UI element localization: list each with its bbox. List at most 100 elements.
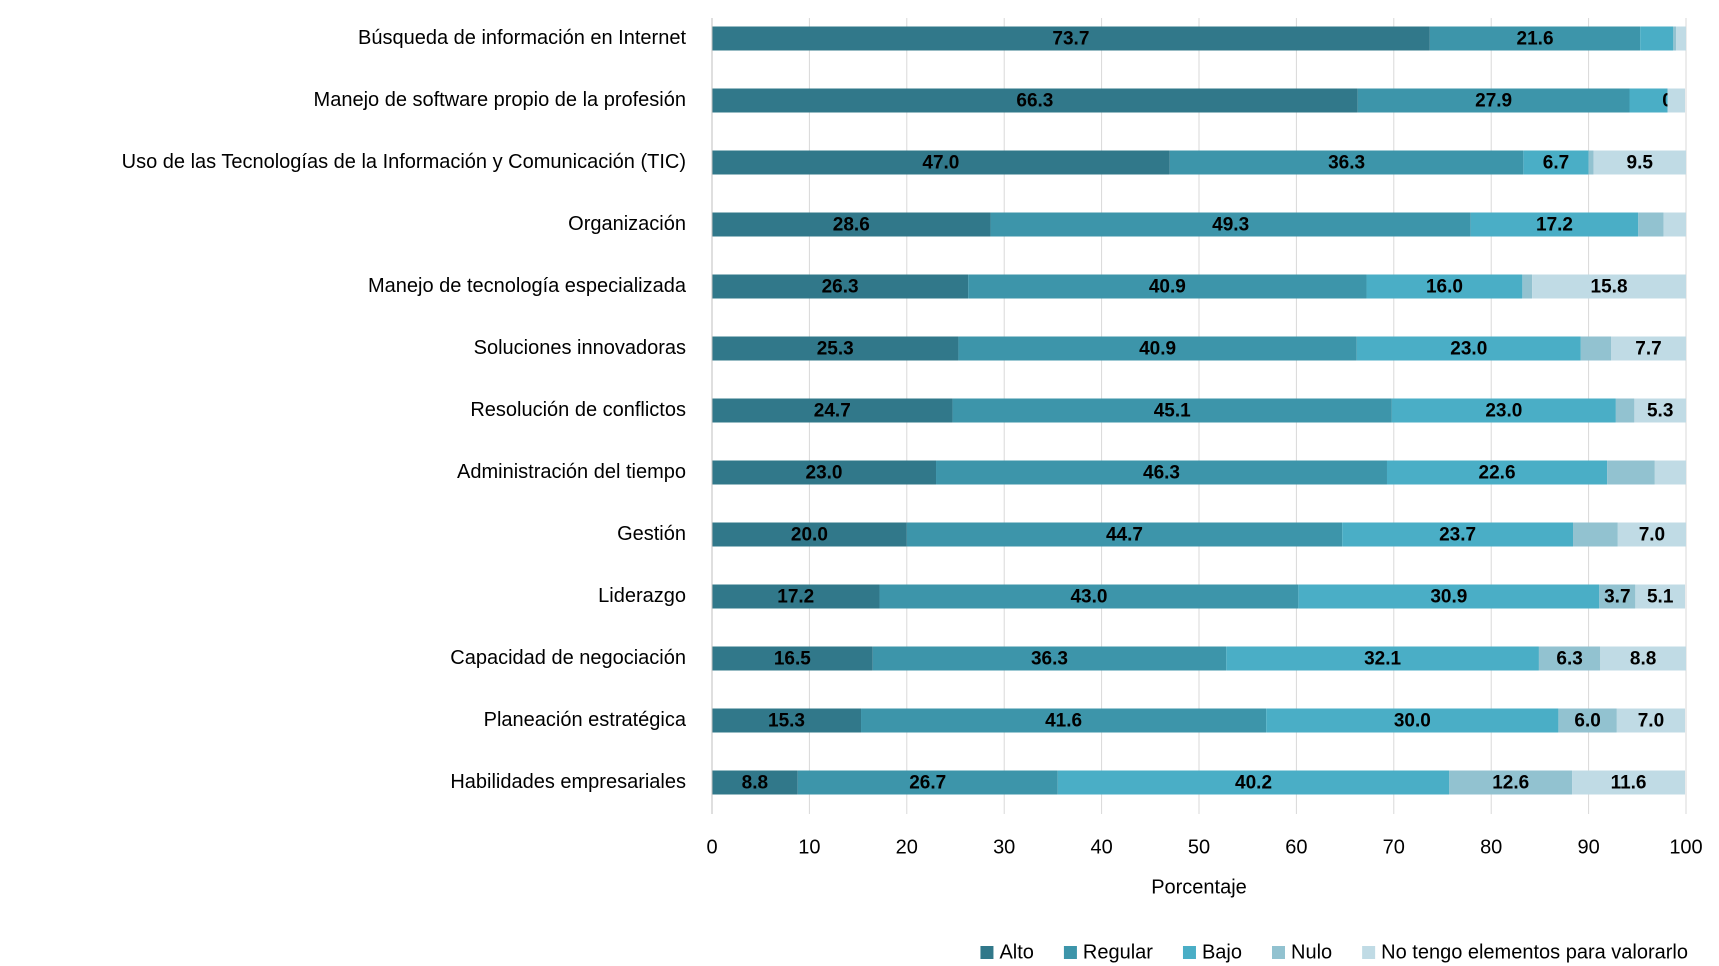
- bar-segment: [712, 26, 1430, 51]
- data-label: 28.6: [833, 215, 870, 236]
- legend-label: No tengo elementos para valorarlo: [1381, 941, 1688, 963]
- bar-segment: [1429, 26, 1641, 51]
- data-label: 23.0: [1450, 339, 1487, 360]
- x-tick-label: 0: [706, 836, 717, 858]
- category-label: Organización: [568, 213, 686, 235]
- data-label: 22.6: [1479, 463, 1516, 484]
- bar-segment: [1572, 770, 1686, 795]
- category-label: Liderazgo: [598, 585, 686, 607]
- bar-segment: [952, 398, 1392, 423]
- bar-segment: [1470, 212, 1639, 237]
- bar-segment: [1611, 336, 1686, 361]
- bar-segment: [1169, 150, 1524, 175]
- category-label: Manejo de software propio de la profesió…: [314, 89, 686, 111]
- bar-segment: [712, 398, 953, 423]
- data-label: 23.7: [1439, 525, 1476, 546]
- data-label: 27.9: [1475, 91, 1512, 112]
- data-label: 73.7: [1052, 29, 1089, 50]
- bar-segment: [1538, 646, 1601, 671]
- x-tick-label: 70: [1383, 836, 1405, 858]
- data-label: 9.5: [1627, 153, 1654, 174]
- category-label: Resolución de conflictos: [470, 399, 686, 421]
- category-label: Manejo de tecnología especializada: [368, 275, 687, 297]
- x-axis-label: Porcentaje: [1151, 876, 1247, 898]
- x-tick-label: 80: [1480, 836, 1502, 858]
- bar-segment: [1599, 584, 1636, 609]
- bar-segment: [712, 460, 937, 485]
- bar-segment: [1634, 398, 1686, 423]
- x-tick-label: 20: [896, 836, 918, 858]
- bar-segment: [1573, 522, 1618, 547]
- bar-segment: [1057, 770, 1450, 795]
- x-tick-label: 100: [1669, 836, 1702, 858]
- x-tick-label: 40: [1090, 836, 1112, 858]
- bar-segment: [958, 336, 1357, 361]
- bar-segment: [1580, 336, 1612, 361]
- data-label: 11.6: [1611, 773, 1647, 794]
- bar-segment: [936, 460, 1387, 485]
- bar-segment: [1673, 26, 1677, 51]
- x-tick-label: 60: [1285, 836, 1307, 858]
- bar-segment: [990, 212, 1471, 237]
- bar-segment: [1640, 26, 1674, 51]
- data-label: 17.2: [1536, 215, 1573, 236]
- data-label: 44.7: [1106, 525, 1143, 546]
- bar-segment: [1386, 460, 1608, 485]
- bar-segment: [1676, 26, 1686, 51]
- bar-segment: [1588, 150, 1594, 175]
- bar-segment: [712, 336, 959, 361]
- bar-segment: [879, 584, 1299, 609]
- legend-label: Nulo: [1291, 941, 1332, 963]
- bar-segment: [1607, 460, 1655, 485]
- bar-segment: [1629, 88, 1668, 113]
- data-label: 8.8: [742, 773, 768, 794]
- x-tick-label: 50: [1188, 836, 1210, 858]
- legend-swatch: [1272, 946, 1285, 959]
- bar-segment: [1522, 274, 1533, 299]
- bar-segment: [712, 150, 1170, 175]
- bar-segment: [712, 212, 991, 237]
- data-label: 40.9: [1149, 277, 1186, 298]
- legend: Alto Regular Bajo Nulo No tengo elementos pa…: [980, 941, 1688, 963]
- data-label: 25.3: [817, 339, 854, 360]
- bar-segment: [712, 88, 1358, 113]
- data-label: 17.2: [777, 587, 814, 608]
- data-label: 5.3: [1647, 401, 1673, 422]
- bar-segment: [1654, 460, 1686, 485]
- data-label: 36.3: [1328, 153, 1365, 174]
- category-label: Soluciones innovadoras: [474, 337, 686, 359]
- data-label: 16.5: [774, 649, 811, 670]
- bar-segment: [1617, 522, 1686, 547]
- bar-segment: [1357, 88, 1630, 113]
- x-tick-label: 30: [993, 836, 1015, 858]
- category-label: Administración del tiempo: [457, 461, 686, 483]
- data-label: 32.1: [1364, 649, 1401, 670]
- bar-segment: [1615, 398, 1635, 423]
- data-label: 7.0: [1639, 525, 1665, 546]
- data-label: 46.3: [1143, 463, 1180, 484]
- bar-segment: [906, 522, 1343, 547]
- category-label: Gestión: [617, 523, 686, 545]
- data-label: 66.3: [1016, 91, 1053, 112]
- data-label: 40.9: [1139, 339, 1176, 360]
- data-label: 36.3: [1031, 649, 1068, 670]
- bar-segment: [712, 584, 880, 609]
- bar-segment: [1638, 212, 1664, 237]
- data-label: 30.0: [1394, 711, 1431, 732]
- bar-segment: [1366, 274, 1523, 299]
- data-label: 24.7: [814, 401, 851, 422]
- bar-segment: [1667, 88, 1686, 113]
- data-label: 23.0: [1485, 401, 1522, 422]
- legend-swatch: [1063, 946, 1077, 959]
- data-label: 26.3: [822, 277, 859, 298]
- legend-label: Regular: [1083, 941, 1153, 963]
- category-label: Planeación estratégica: [484, 709, 687, 731]
- bar-segment: [872, 646, 1227, 671]
- category-label: Habilidades empresariales: [450, 771, 686, 793]
- legend-label: Bajo: [1202, 941, 1242, 963]
- bar-segment: [1558, 708, 1617, 733]
- bar-segment: [1449, 770, 1573, 795]
- data-label: 6.7: [1543, 153, 1569, 174]
- bar-segment: [797, 770, 1058, 795]
